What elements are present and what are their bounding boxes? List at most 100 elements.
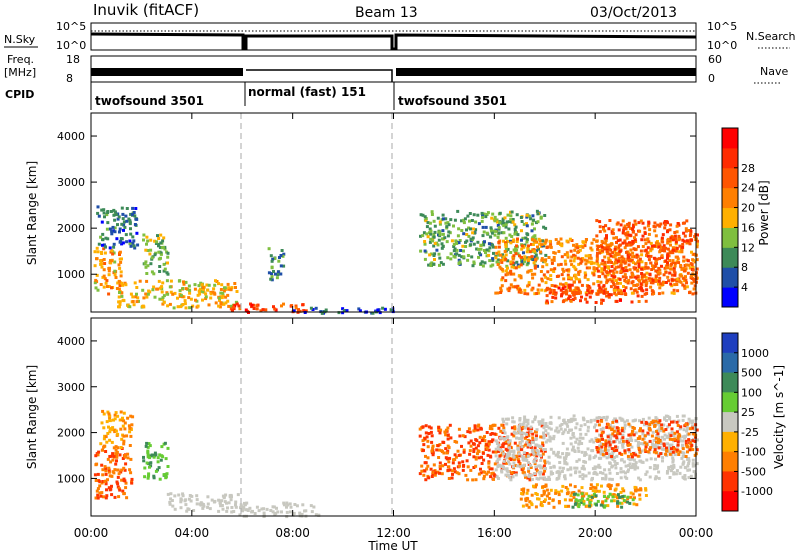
heatmap-cell — [562, 418, 566, 422]
heatmap-cell — [144, 260, 148, 264]
heatmap-cell — [429, 229, 433, 233]
y-tick-label: 4000 — [57, 335, 85, 348]
heatmap-cell — [504, 253, 508, 257]
heatmap-cell — [440, 246, 444, 250]
heatmap-cell — [569, 442, 573, 446]
heatmap-cell — [640, 420, 644, 424]
heatmap-cell — [647, 277, 651, 281]
heatmap-cell — [117, 263, 121, 267]
heatmap-cell — [568, 295, 572, 299]
heatmap-cell — [119, 410, 123, 414]
heatmap-cell — [638, 257, 642, 261]
heatmap-cell — [673, 234, 677, 238]
heatmap-cell — [596, 262, 600, 266]
heatmap-cell — [239, 503, 243, 507]
heatmap-cell — [185, 509, 189, 513]
heatmap-cell — [113, 260, 117, 264]
heatmap-cell — [602, 416, 606, 419]
heatmap-cell — [607, 293, 611, 296]
heatmap-cell — [498, 220, 502, 224]
heatmap-cell — [421, 213, 425, 217]
heatmap-cell — [575, 288, 579, 292]
heatmap-cell — [674, 472, 678, 476]
heatmap-cell — [124, 486, 128, 490]
heatmap-cell — [431, 451, 435, 455]
heatmap-cell — [632, 433, 636, 437]
heatmap-cell — [222, 496, 226, 500]
heatmap-cell — [126, 416, 130, 420]
heatmap-cell — [547, 426, 551, 430]
heatmap-cell — [96, 487, 100, 491]
heatmap-cell — [598, 230, 602, 234]
heatmap-cell — [428, 221, 432, 225]
heatmap-cell — [635, 276, 639, 280]
heatmap-cell — [104, 435, 108, 439]
heatmap-cell — [560, 422, 564, 426]
colorbar-swatch — [722, 287, 738, 308]
heatmap-cell — [563, 428, 567, 432]
heatmap-cell — [115, 455, 119, 459]
heatmap-cell — [424, 478, 428, 482]
heatmap-cell — [632, 463, 636, 467]
heatmap-cell — [98, 484, 102, 488]
heatmap-cell — [472, 429, 476, 433]
heatmap-cell — [652, 266, 655, 270]
heatmap-cell — [662, 281, 666, 285]
heatmap-cell — [622, 430, 626, 434]
heatmap-cell — [552, 289, 556, 292]
heatmap-cell — [164, 457, 168, 461]
heatmap-cell — [668, 476, 672, 479]
heatmap-cell — [478, 441, 482, 445]
heatmap-cell — [285, 510, 289, 514]
heatmap-cell — [448, 468, 452, 472]
heatmap-cell — [560, 470, 564, 473]
heatmap-cell — [671, 246, 675, 250]
heatmap-cell — [553, 284, 557, 288]
heatmap-cell — [543, 469, 547, 473]
heatmap-cell — [584, 474, 588, 478]
heatmap-cell — [555, 426, 559, 430]
heatmap-cell — [528, 444, 532, 448]
heatmap-cell — [131, 235, 135, 239]
heatmap-cell — [495, 220, 499, 224]
heatmap-cell — [663, 226, 667, 230]
heatmap-cell — [476, 452, 479, 456]
heatmap-cell — [159, 233, 163, 237]
heatmap-cell — [573, 256, 577, 260]
heatmap-cell — [497, 250, 501, 254]
heatmap-cell — [577, 291, 581, 295]
heatmap-cell — [601, 471, 605, 475]
heatmap-cell — [513, 431, 517, 435]
heatmap-cell — [621, 439, 625, 443]
heatmap-cell — [653, 448, 657, 452]
heatmap-cell — [498, 265, 502, 269]
heatmap-cell — [176, 296, 179, 300]
heatmap-cell — [654, 457, 657, 461]
heatmap-cell — [293, 503, 297, 506]
heatmap-cell — [193, 283, 197, 287]
heatmap-cell — [341, 311, 345, 315]
heatmap-cell — [648, 273, 652, 277]
heatmap-cell — [131, 300, 135, 303]
heatmap-cell — [425, 225, 429, 229]
heatmap-cell — [666, 237, 670, 241]
heatmap-cell — [461, 244, 465, 248]
heatmap-cell — [114, 213, 118, 217]
heatmap-cell — [534, 253, 538, 257]
heatmap-cell — [509, 478, 513, 482]
heatmap-cell — [469, 227, 472, 231]
heatmap-cell — [146, 292, 150, 296]
heatmap-cell — [462, 218, 466, 222]
heatmap-cell — [693, 440, 697, 443]
heatmap-cell — [107, 292, 111, 296]
heatmap-cell — [133, 281, 137, 285]
heatmap-cell — [686, 259, 690, 263]
heatmap-cell — [432, 233, 436, 237]
heatmap-cell — [626, 253, 630, 257]
heatmap-cell — [514, 473, 518, 477]
heatmap-cell — [650, 434, 654, 438]
heatmap-cell — [586, 278, 590, 282]
heatmap-cell — [579, 424, 583, 428]
heatmap-cell — [189, 499, 193, 503]
